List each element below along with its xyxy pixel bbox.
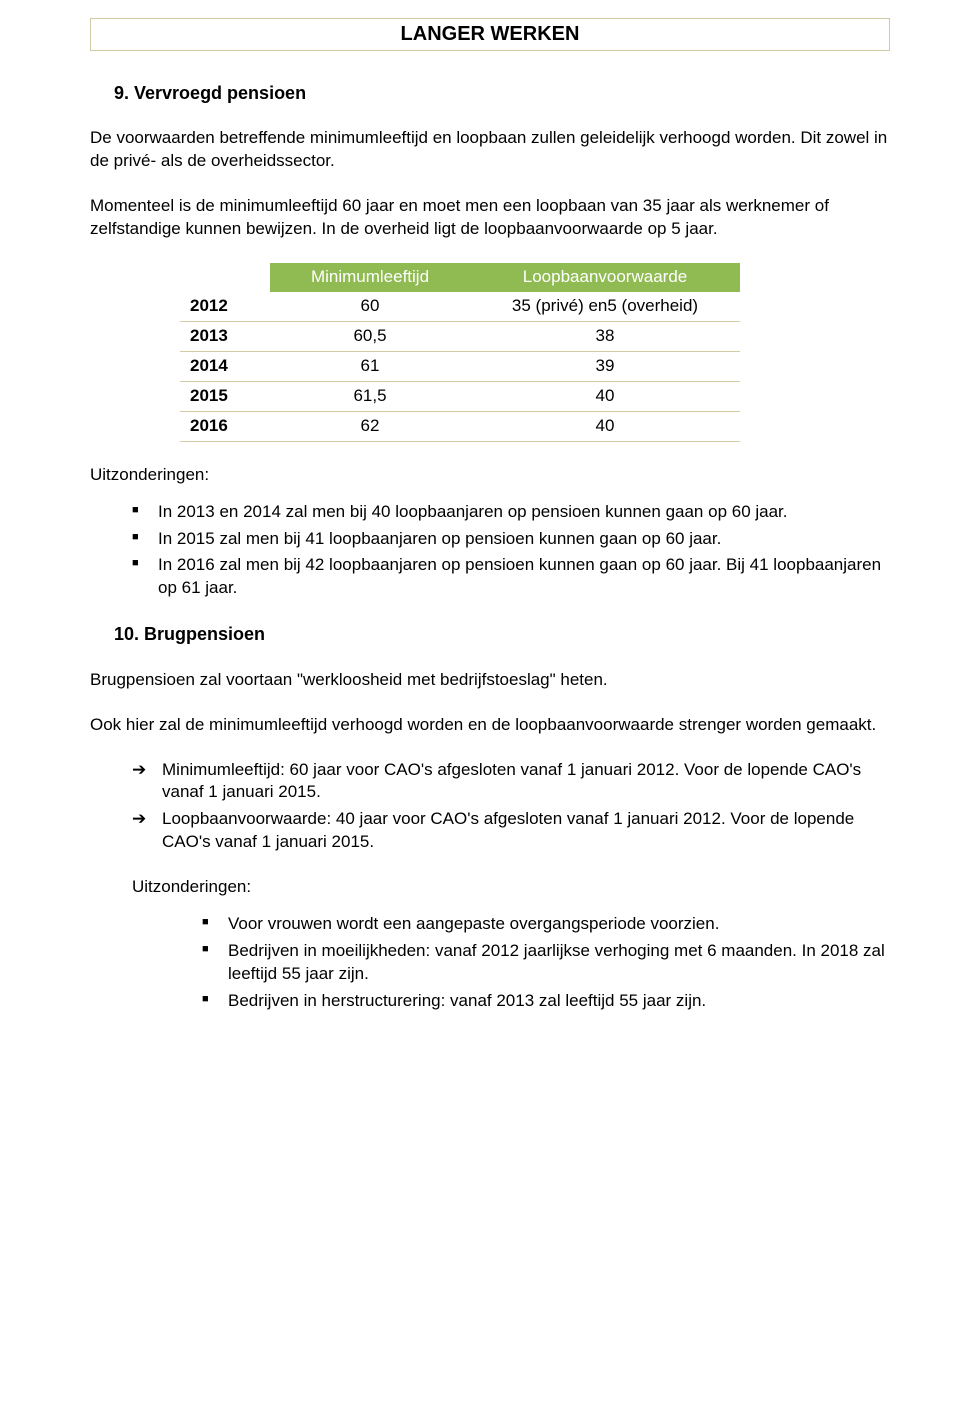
cell-career: 35 (privé) en5 (overheid) xyxy=(470,292,740,321)
table-row: 2013 60,5 38 xyxy=(180,321,740,351)
table-row: 2012 60 35 (privé) en5 (overheid) xyxy=(180,292,740,321)
section-9-exceptions-label: Uitzonderingen: xyxy=(90,464,890,487)
list-item: Bedrijven in moeilijkheden: vanaf 2012 j… xyxy=(202,940,890,986)
table-row: 2014 61 39 xyxy=(180,351,740,381)
section-10-exceptions-block: Uitzonderingen: Voor vrouwen wordt een a… xyxy=(90,876,890,1013)
pension-table: Minimumleeftijd Loopbaanvoorwaarde 2012 … xyxy=(180,263,740,442)
section-10-heading: 10. Brugpensioen xyxy=(90,622,890,646)
cell-min-age: 62 xyxy=(270,411,470,441)
cell-min-age: 60,5 xyxy=(270,321,470,351)
section-9-heading: 9. Vervroegd pensioen xyxy=(90,81,890,105)
table-header-min-age: Minimumleeftijd xyxy=(270,263,470,292)
section-9-para-2: Momenteel is de minimumleeftijd 60 jaar … xyxy=(90,195,890,241)
list-item: In 2015 zal men bij 41 loopbaanjaren op … xyxy=(132,528,890,551)
table-header-blank xyxy=(180,263,270,292)
section-10-para-2: Ook hier zal de minimumleeftijd verhoogd… xyxy=(90,714,890,737)
section-10-para-1: Brugpensioen zal voortaan "werkloosheid … xyxy=(90,669,890,692)
cell-year: 2016 xyxy=(180,411,270,441)
section-10-arrows-list: Minimumleeftijd: 60 jaar voor CAO's afge… xyxy=(90,759,890,855)
cell-min-age: 60 xyxy=(270,292,470,321)
cell-year: 2013 xyxy=(180,321,270,351)
cell-career: 40 xyxy=(470,411,740,441)
table-row: 2015 61,5 40 xyxy=(180,381,740,411)
section-9-para-1: De voorwaarden betreffende minimumleefti… xyxy=(90,127,890,173)
list-item: In 2016 zal men bij 42 loopbaanjaren op … xyxy=(132,554,890,600)
list-item: Minimumleeftijd: 60 jaar voor CAO's afge… xyxy=(132,759,890,805)
section-10-exceptions-list: Voor vrouwen wordt een aangepaste overga… xyxy=(132,913,890,1013)
cell-year: 2015 xyxy=(180,381,270,411)
cell-year: 2012 xyxy=(180,292,270,321)
list-item: Loopbaanvoorwaarde: 40 jaar voor CAO's a… xyxy=(132,808,890,854)
section-9-exceptions-list: In 2013 en 2014 zal men bij 40 loopbaanj… xyxy=(90,501,890,601)
list-item: Bedrijven in herstructurering: vanaf 201… xyxy=(202,990,890,1013)
cell-min-age: 61 xyxy=(270,351,470,381)
cell-career: 39 xyxy=(470,351,740,381)
list-item: In 2013 en 2014 zal men bij 40 loopbaanj… xyxy=(132,501,890,524)
section-10-exceptions-label: Uitzonderingen: xyxy=(132,876,890,899)
cell-career: 38 xyxy=(470,321,740,351)
cell-career: 40 xyxy=(470,381,740,411)
document-page: LANGER WERKEN 9. Vervroegd pensioen De v… xyxy=(0,0,960,1411)
page-title: LANGER WERKEN xyxy=(91,21,889,48)
table-row: 2016 62 40 xyxy=(180,411,740,441)
cell-min-age: 61,5 xyxy=(270,381,470,411)
pension-table-body: 2012 60 35 (privé) en5 (overheid) 2013 6… xyxy=(180,292,740,441)
pension-table-wrap: Minimumleeftijd Loopbaanvoorwaarde 2012 … xyxy=(90,263,890,442)
table-header-career: Loopbaanvoorwaarde xyxy=(470,263,740,292)
cell-year: 2014 xyxy=(180,351,270,381)
list-item: Voor vrouwen wordt een aangepaste overga… xyxy=(202,913,890,936)
table-header-row: Minimumleeftijd Loopbaanvoorwaarde xyxy=(180,263,740,292)
page-title-box: LANGER WERKEN xyxy=(90,18,890,51)
